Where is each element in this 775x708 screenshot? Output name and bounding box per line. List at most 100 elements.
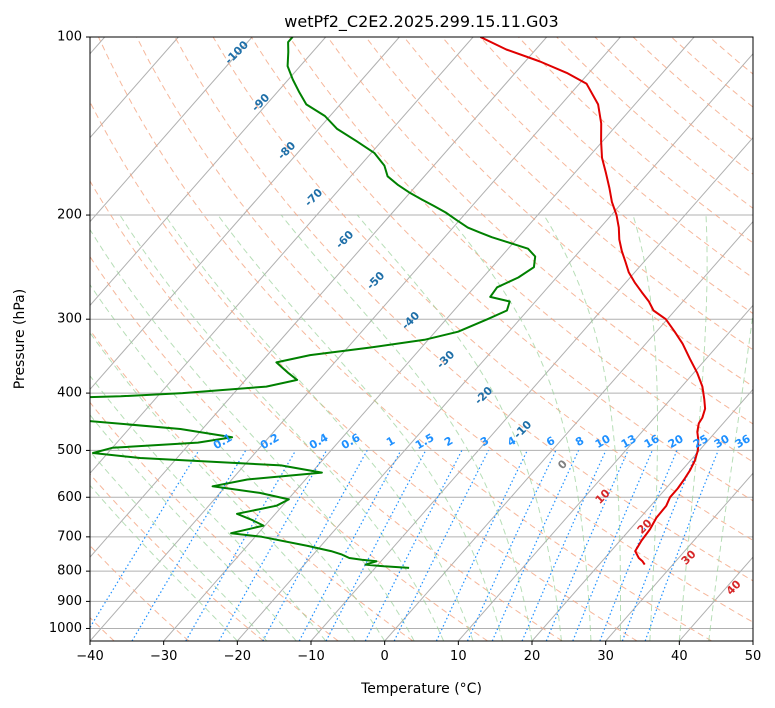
dry-adiabat-line — [90, 473, 264, 641]
x-tick-label: −20 — [224, 649, 251, 664]
y-tick-label: 400 — [57, 386, 82, 401]
moist-adiabat-line — [632, 214, 658, 641]
moist-adiabat-line — [90, 375, 327, 641]
mixing-ratio-line — [364, 450, 463, 641]
y-tick-label: 300 — [57, 312, 82, 327]
dry-adiabat-line — [90, 329, 414, 641]
moist-adiabat-line — [90, 228, 415, 641]
moist-adiabat-line — [90, 450, 268, 641]
dry-adiabat-label: -50 — [364, 269, 387, 292]
isotherm-line — [457, 304, 753, 641]
x-tick-label: 30 — [597, 649, 614, 664]
dry-adiabat-line — [479, 37, 753, 279]
mixing-ratio-label: 1 — [384, 434, 397, 449]
moist-adiabat-label: 40 — [724, 577, 744, 597]
isotherm-line — [752, 640, 753, 641]
dry-adiabat-line — [90, 180, 563, 641]
isotherm-line — [90, 37, 400, 391]
mixing-ratio-line — [491, 450, 580, 641]
dry-adiabat-line — [365, 37, 753, 388]
y-axis-label: Pressure (hPa) — [12, 289, 28, 389]
y-tick-label: 1000 — [49, 621, 82, 636]
mixing-ratio-label: 36 — [733, 432, 753, 451]
mixing-ratio-line — [393, 450, 490, 641]
dry-adiabat-line — [709, 37, 753, 75]
mixing-ratio-label: 8 — [573, 434, 586, 449]
dry-adiabat-label: -20 — [472, 384, 495, 407]
moist-adiabat-line — [90, 283, 386, 641]
moist-adiabat-line — [280, 214, 533, 641]
mixing-ratio-line — [90, 450, 200, 629]
y-tick-label: 800 — [57, 564, 82, 579]
mixing-ratio-line — [621, 450, 699, 641]
dry-adiabat-label: -60 — [333, 228, 356, 251]
dry-adiabat-line — [250, 37, 753, 502]
temperature-profile-line — [479, 37, 707, 566]
mixing-ratio-label: 0.2 — [258, 431, 281, 452]
mixing-ratio-line — [325, 450, 427, 641]
y-tick-label: 200 — [57, 208, 82, 223]
mixing-ratio-line — [298, 450, 402, 641]
moist-adiabat-line — [90, 484, 238, 641]
dry-adiabat-label: -30 — [434, 348, 457, 371]
dry-adiabat-line — [90, 100, 638, 641]
mixing-ratio-label: 3 — [478, 434, 491, 449]
mixing-ratio-label: 20 — [666, 432, 686, 451]
isotherm-line — [310, 136, 753, 641]
mixing-ratio-line — [521, 450, 607, 641]
x-tick-label: 0 — [381, 649, 389, 664]
dry-adiabat-line — [90, 544, 190, 641]
moist-adiabat-label: 10 — [593, 486, 613, 506]
x-tick-label: 40 — [671, 649, 688, 664]
isotherm-line — [90, 37, 621, 641]
mixing-ratio-line — [262, 450, 368, 641]
mixing-ratio-label: 0.4 — [307, 431, 331, 452]
moist-adiabat-line — [543, 214, 621, 641]
moist-adiabat-label: 30 — [679, 547, 699, 567]
dry-adiabat-line — [90, 255, 488, 641]
isotherm-line — [90, 37, 548, 558]
plot-frame — [89, 36, 754, 642]
dry-adiabat-line — [136, 37, 753, 623]
x-tick-label: −30 — [150, 649, 177, 664]
x-axis-label: Temperature (°C) — [360, 681, 482, 697]
dry-adiabat-label: -80 — [275, 139, 298, 162]
chart-title: wetPf2_C2E2.2025.299.15.11.G03 — [284, 12, 558, 32]
dry-adiabat-line — [90, 401, 339, 641]
mixing-ratio-line — [599, 450, 678, 641]
dry-adiabat-line — [212, 37, 753, 541]
isotherm-line — [90, 37, 253, 223]
mixing-ratio-label: 13 — [619, 432, 639, 451]
x-tick-label: 50 — [745, 649, 762, 664]
dry-adiabat-line — [327, 37, 753, 425]
x-tick-label: −40 — [76, 649, 103, 664]
dry-adiabat-line — [518, 37, 753, 244]
moist-adiabat-line — [217, 214, 503, 641]
isotherm-line — [236, 52, 753, 641]
moist-adiabat-line — [678, 214, 708, 641]
isotherm-line — [384, 220, 753, 641]
dry-adiabat-line — [98, 37, 712, 641]
y-tick-label: 700 — [57, 529, 82, 544]
mixing-ratio-label: 10 — [593, 432, 613, 451]
dry-adiabat-line — [556, 37, 753, 209]
moist-adiabat-label: 0 — [555, 457, 570, 472]
mixing-ratio-line — [644, 450, 719, 641]
isotherm-line — [678, 556, 753, 641]
isotherm-line — [605, 472, 753, 641]
mixing-ratio-line — [435, 450, 528, 641]
dry-adiabat-label: -90 — [249, 91, 272, 114]
moist-adiabat-label: 20 — [635, 516, 655, 536]
moist-adiabat-line — [119, 214, 445, 641]
mixing-ratio-line — [185, 450, 297, 641]
x-tick-label: 10 — [450, 649, 467, 664]
y-tick-label: 100 — [57, 30, 82, 45]
dry-adiabat-label: -40 — [399, 309, 422, 332]
moist-adiabat-line — [90, 331, 356, 641]
mixing-ratio-line — [545, 450, 629, 641]
dry-adiabat-line — [441, 37, 753, 315]
mixing-ratio-label: 30 — [712, 432, 732, 451]
mixing-ratio-line — [218, 450, 328, 641]
isotherm-line — [90, 37, 327, 307]
